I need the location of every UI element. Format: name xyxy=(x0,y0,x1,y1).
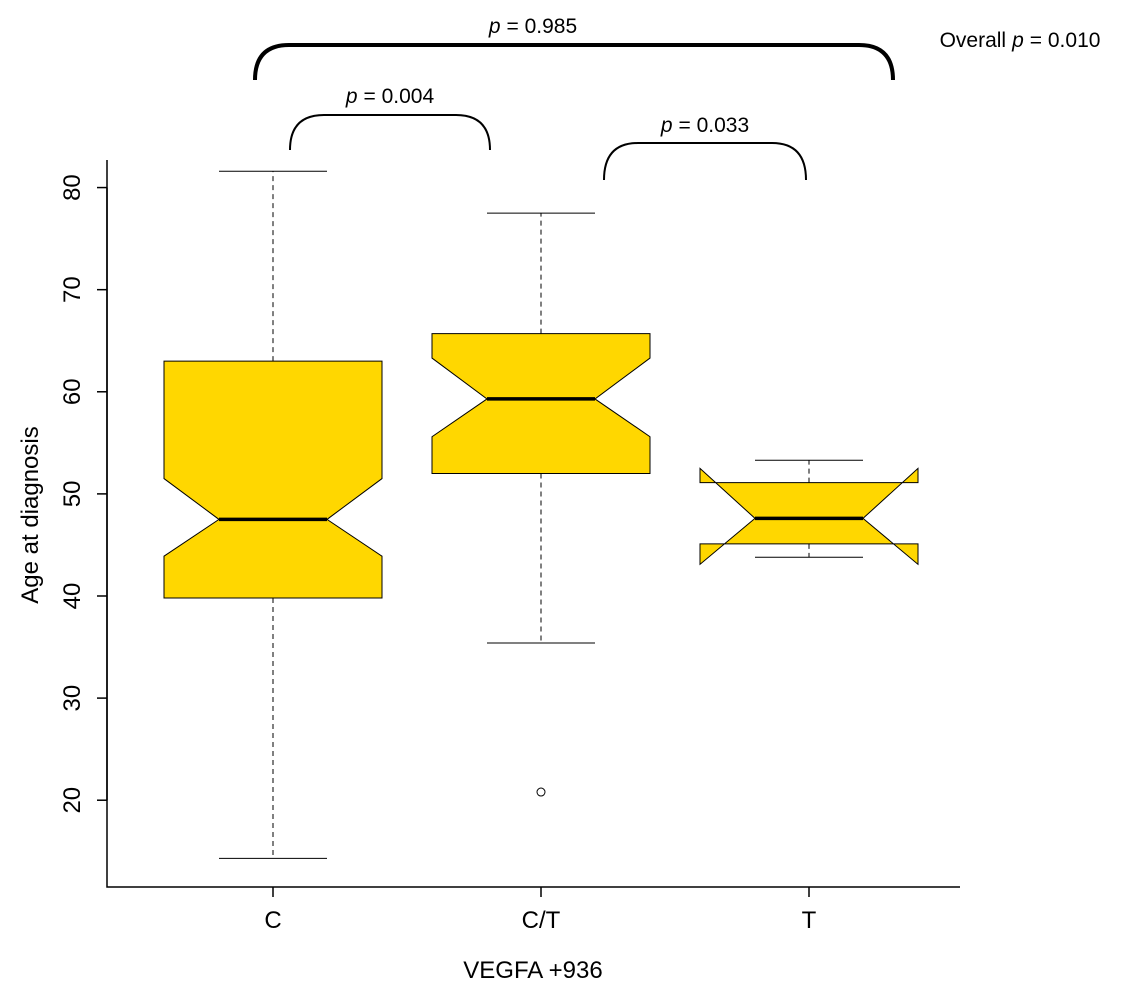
bracket xyxy=(603,142,807,181)
p-symbol: p xyxy=(345,85,358,108)
y-tick-label: 50 xyxy=(59,481,86,508)
comparison-label: p = 0.033 xyxy=(660,114,749,137)
box xyxy=(163,360,383,599)
p-symbol: p xyxy=(1011,29,1024,52)
box xyxy=(699,467,919,566)
overall-label: Overall p = 0.010 xyxy=(940,29,1101,52)
bracket xyxy=(289,114,491,151)
y-tick-label: 80 xyxy=(59,174,86,201)
bracket xyxy=(253,43,895,81)
p-value: = 0.985 xyxy=(507,15,578,38)
x-axis-label: VEGFA +936 xyxy=(463,957,602,984)
outlier xyxy=(536,787,546,797)
y-tick-label: 20 xyxy=(59,787,86,814)
p-symbol: p xyxy=(660,114,673,137)
y-tick-label: 40 xyxy=(59,583,86,610)
y-tick-label: 60 xyxy=(59,378,86,405)
p-value: = 0.004 xyxy=(364,85,435,108)
x-tick-label: C xyxy=(264,907,281,934)
overall-prefix: Overall xyxy=(940,29,1007,52)
x-tick-label: C/T xyxy=(522,907,561,934)
comparison-label: p = 0.004 xyxy=(345,85,435,108)
y-tick-label: 70 xyxy=(59,276,86,303)
p-value: = 0.010 xyxy=(1030,29,1101,52)
box xyxy=(431,333,651,474)
p-value: = 0.033 xyxy=(679,114,750,137)
comparison-label: p = 0.985 xyxy=(488,15,577,38)
y-axis-label: Age at diagnosis xyxy=(17,426,44,603)
x-tick-label: T xyxy=(802,907,817,934)
p-symbol: p xyxy=(488,15,501,38)
y-axis-line xyxy=(106,160,960,888)
y-tick-label: 30 xyxy=(59,685,86,712)
